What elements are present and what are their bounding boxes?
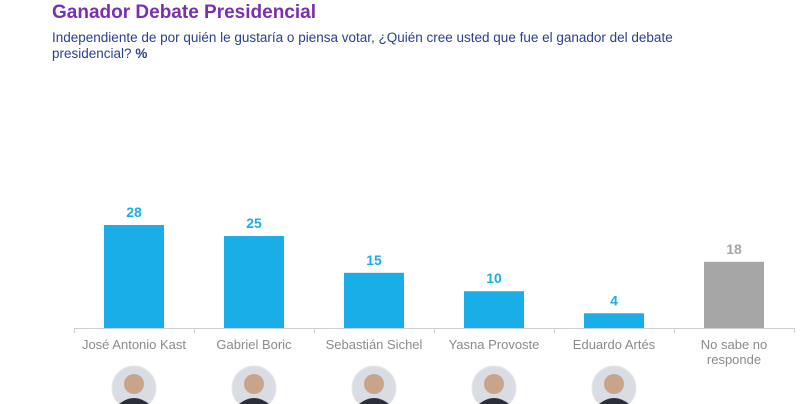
bar <box>464 291 524 328</box>
bar <box>104 225 164 328</box>
candidate-photo <box>231 365 277 404</box>
category-label: José Antonio Kast <box>82 337 186 352</box>
photo-shoulders-icon <box>239 398 269 404</box>
chart-subtitle: Independiente de por quién le gustaría o… <box>52 30 752 62</box>
bar-value-label: 25 <box>246 215 262 231</box>
subtitle-text: Independiente de por quién le gustaría o… <box>52 30 673 61</box>
candidate-photo <box>111 365 157 404</box>
category-label: responde <box>707 352 761 367</box>
candidate-photo <box>591 365 637 404</box>
bar <box>704 261 764 328</box>
unit-label: % <box>135 46 148 61</box>
photo-shoulders-icon <box>119 398 149 404</box>
bar <box>344 272 404 328</box>
category-label: Yasna Provoste <box>449 337 540 352</box>
bar-value-label: 15 <box>366 252 382 268</box>
bar-value-label: 18 <box>726 241 742 257</box>
bar <box>584 313 644 328</box>
category-label: No sabe no <box>701 337 768 352</box>
bar-value-label: 10 <box>486 270 502 286</box>
bar-value-label: 28 <box>126 204 142 220</box>
photo-face-icon <box>364 374 384 394</box>
photo-face-icon <box>604 374 624 394</box>
category-label: Eduardo Artés <box>573 337 656 352</box>
category-label: Gabriel Boric <box>216 337 292 352</box>
photo-face-icon <box>244 374 264 394</box>
chart-title: Ganador Debate Presidencial <box>52 2 316 23</box>
photo-face-icon <box>124 374 144 394</box>
bar <box>224 236 284 328</box>
photo-shoulders-icon <box>359 398 389 404</box>
bar-value-label: 4 <box>610 292 618 308</box>
photo-shoulders-icon <box>599 398 629 404</box>
photo-shoulders-icon <box>479 398 509 404</box>
candidate-photo <box>471 365 517 404</box>
category-label: Sebastián Sichel <box>326 337 423 352</box>
photo-face-icon <box>484 374 504 394</box>
candidate-photo <box>351 365 397 404</box>
